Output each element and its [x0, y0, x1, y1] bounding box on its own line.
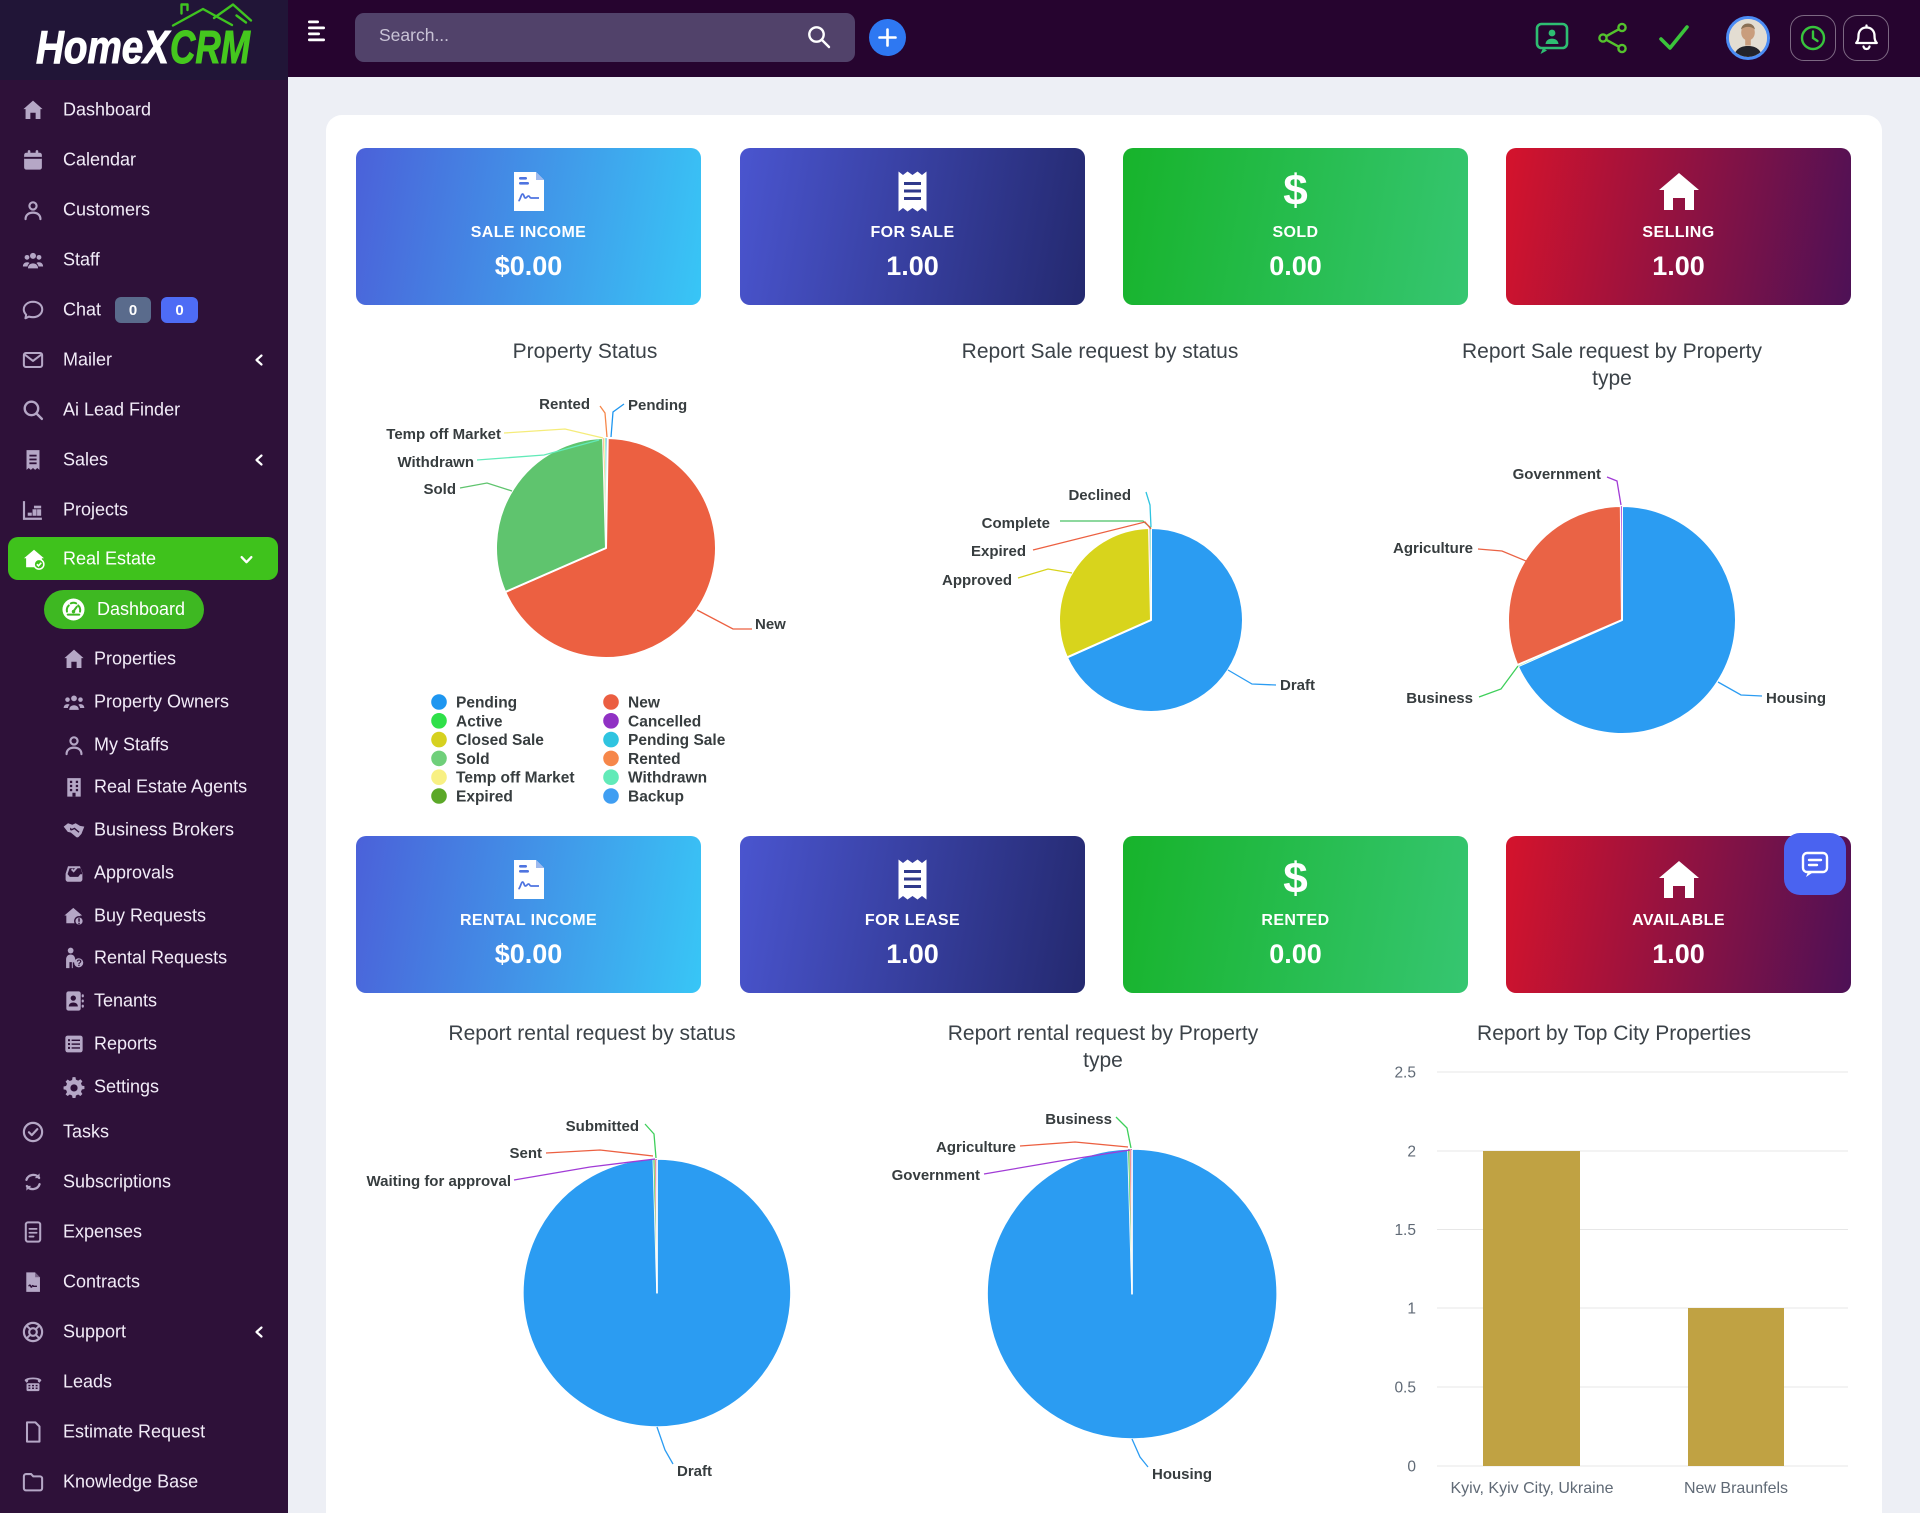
svg-text:?: ? [76, 958, 82, 968]
svg-text:CRM: CRM [170, 21, 251, 73]
svg-text:HomeX: HomeX [36, 21, 171, 73]
